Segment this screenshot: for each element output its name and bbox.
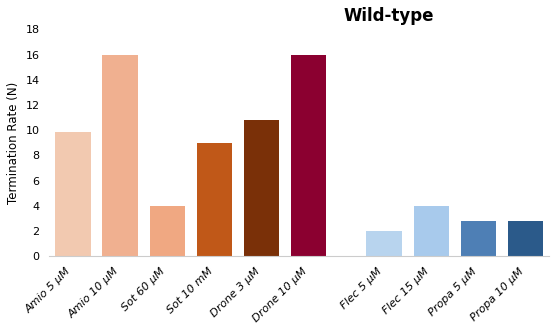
- Bar: [461, 221, 496, 257]
- Y-axis label: Termination Rate (N): Termination Rate (N): [7, 82, 20, 204]
- Bar: [414, 206, 449, 257]
- Bar: [291, 55, 326, 257]
- Bar: [244, 120, 279, 257]
- Bar: [197, 143, 232, 257]
- Bar: [366, 231, 402, 257]
- Bar: [508, 221, 543, 257]
- Title: Wild-type: Wild-type: [344, 7, 434, 25]
- Bar: [102, 55, 138, 257]
- Bar: [150, 206, 185, 257]
- Bar: [55, 131, 91, 257]
